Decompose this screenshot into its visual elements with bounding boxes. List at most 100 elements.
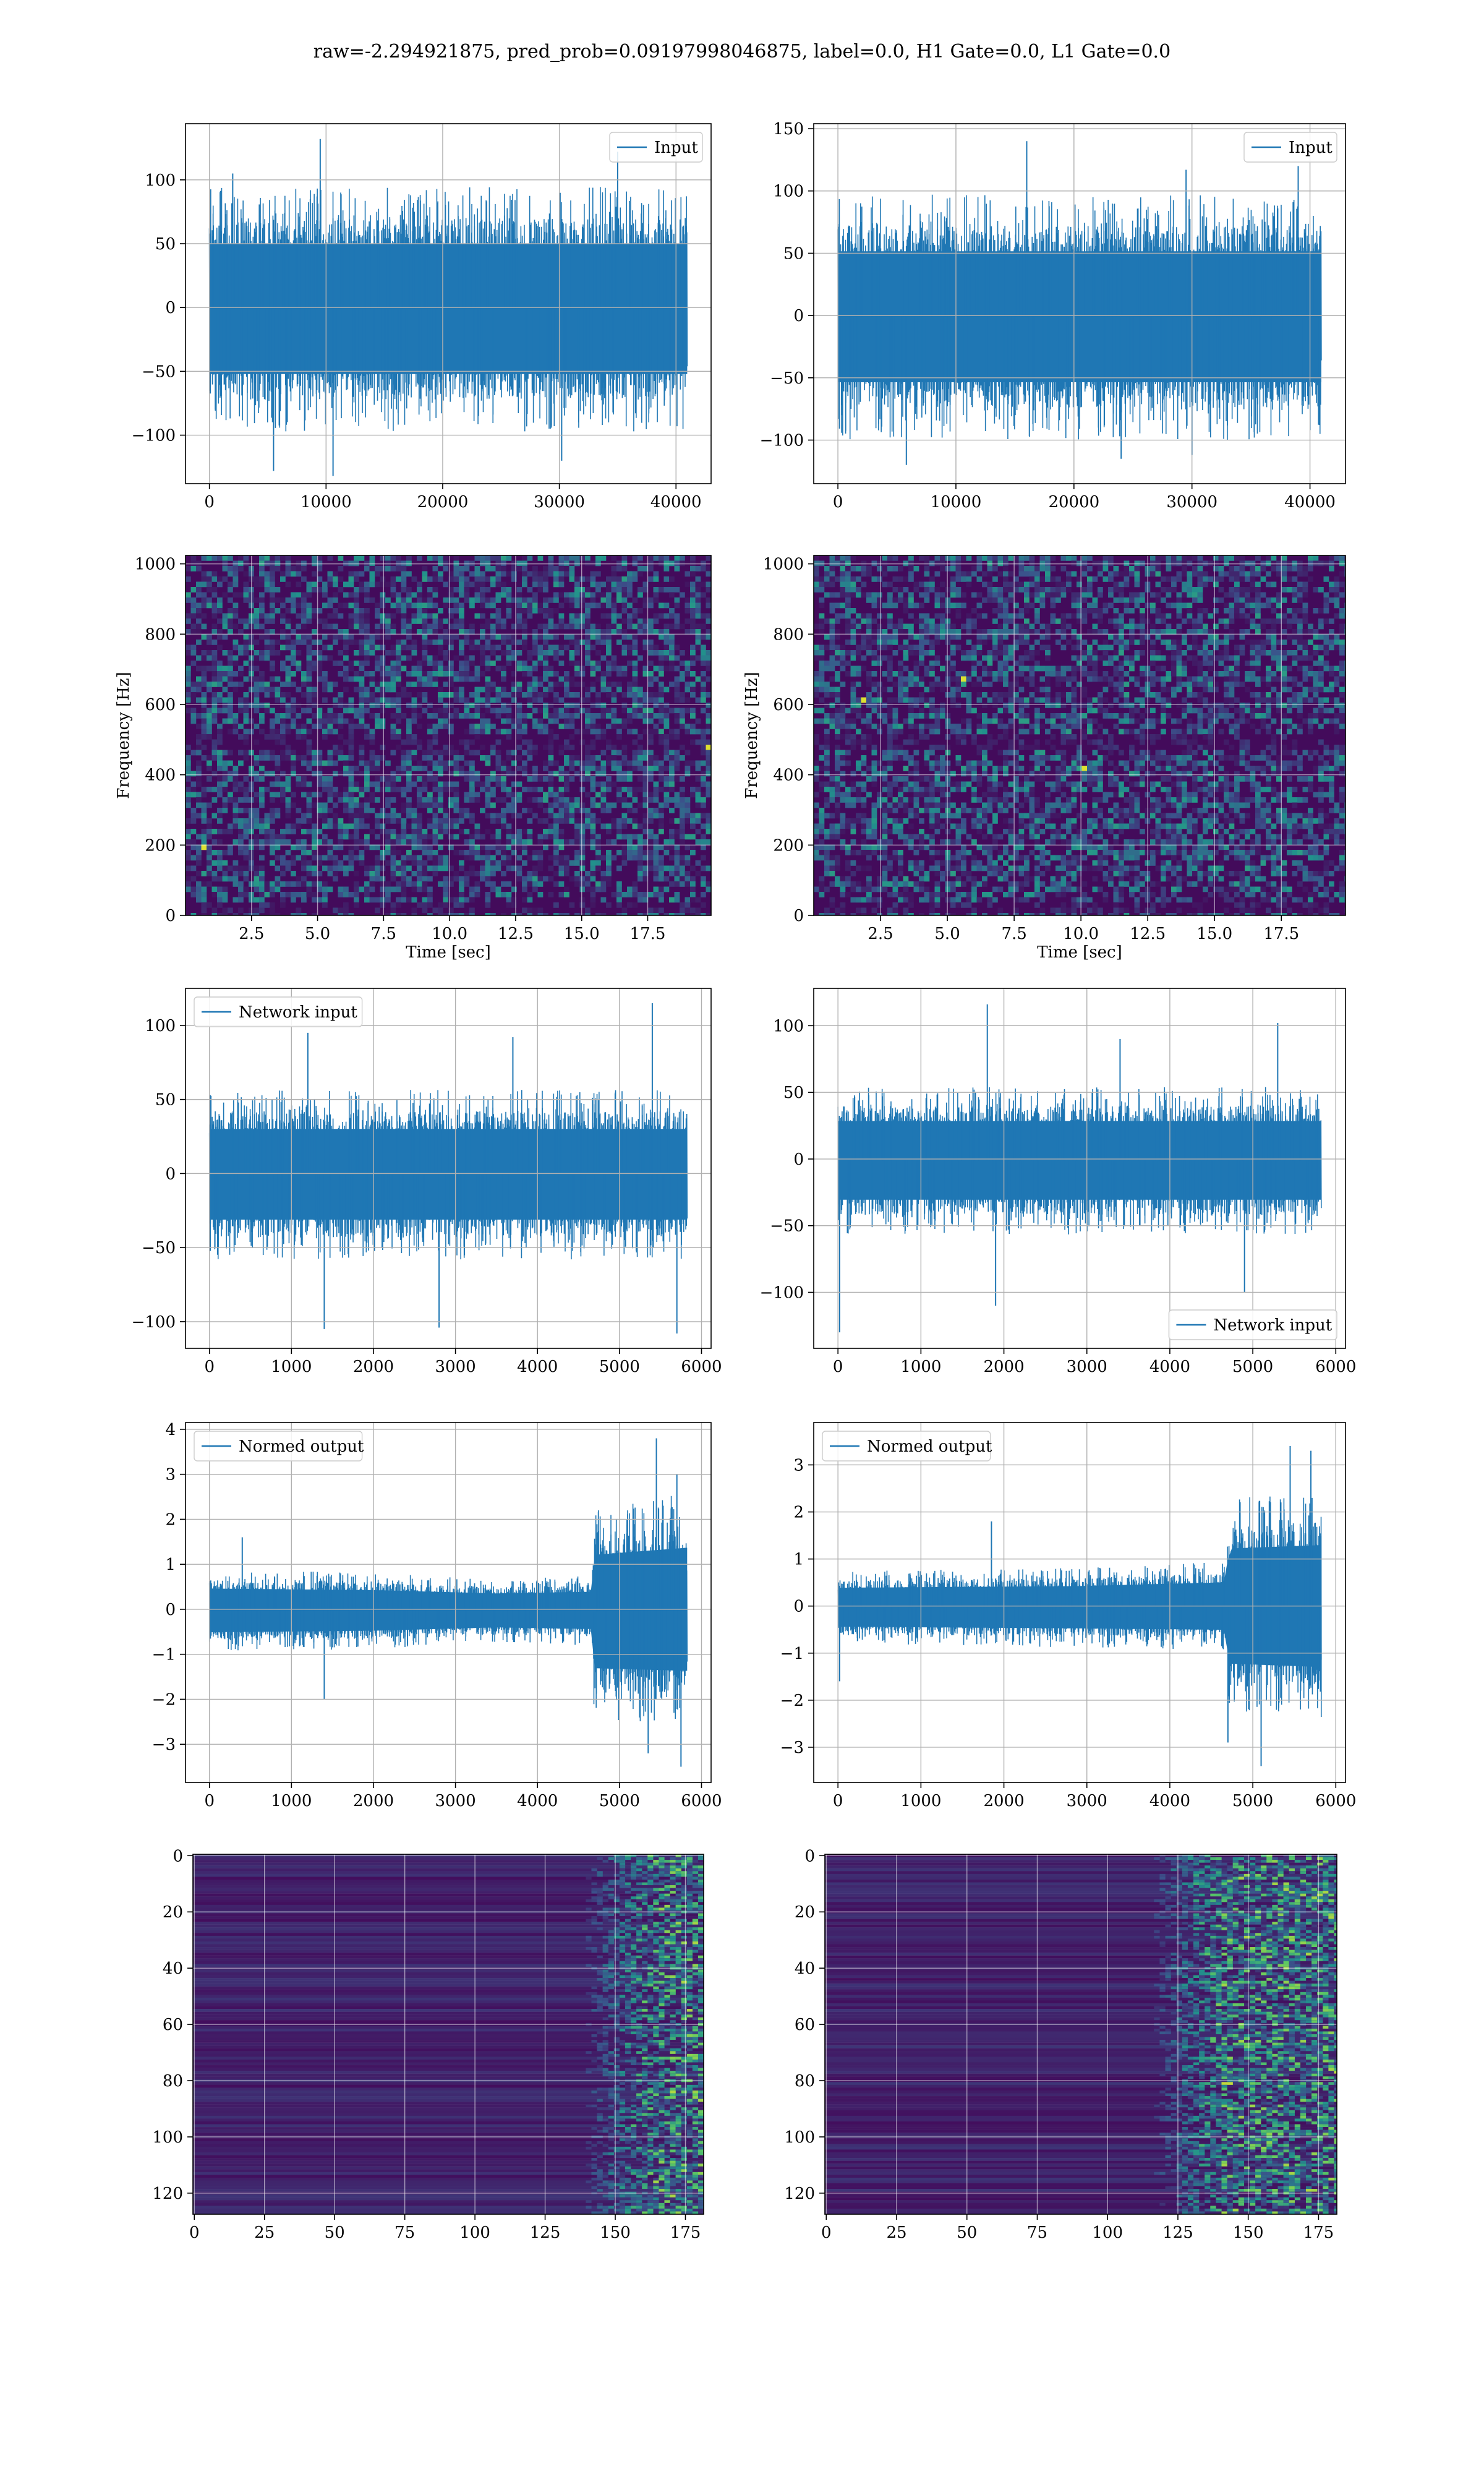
- y-tick-label: 800: [773, 625, 804, 644]
- axes-frame: [813, 123, 1346, 484]
- y-tick-label: 600: [773, 696, 804, 714]
- x-tick-label: 75: [394, 2224, 415, 2242]
- x-tick-label: 25: [886, 2224, 906, 2242]
- axes-frame: [824, 1854, 1337, 2215]
- x-tick-label: 2000: [353, 1358, 394, 1376]
- y-tick-label: −1: [152, 1646, 176, 1664]
- y-tick-label: 1: [793, 1551, 804, 1569]
- x-tick-label: 40000: [1284, 493, 1336, 511]
- legend-box: [1243, 132, 1337, 163]
- x-tick-label: 1000: [271, 1792, 312, 1810]
- y-tick-label: −100: [132, 427, 176, 445]
- x-tick-label: 3000: [1067, 1792, 1107, 1810]
- legend-label: Network input: [239, 1003, 357, 1022]
- y-tick-label: 0: [165, 907, 176, 925]
- x-tick-label: 30000: [1166, 493, 1217, 511]
- x-tick-label: 7.5: [1001, 925, 1026, 943]
- y-tick-label: 80: [795, 2072, 815, 2091]
- x-tick-label: 7.5: [371, 925, 396, 943]
- x-tick-label: 5000: [1232, 1358, 1273, 1376]
- feature-map-image: [193, 1854, 704, 2214]
- x-tick-label: 125: [1162, 2224, 1193, 2242]
- x-tick-label: 2.5: [868, 925, 893, 943]
- x-tick-label: 5000: [1232, 1792, 1273, 1810]
- y-tick-label: −2: [780, 1692, 804, 1710]
- chart-spectrogram-l1: 2.5 5.0 7.5 10.0 12.5 15.0 17.5 0 200 400 600 800 10…: [743, 555, 1346, 962]
- x-tick-label: 10000: [301, 493, 352, 511]
- x-axis-label: Time [sec]: [406, 943, 491, 962]
- axes-frame: [813, 555, 1346, 916]
- chart-feature-map-h1: 0 25 50 75 100 125 150 175 0 20 40 60 80 100 120: [152, 1847, 704, 2242]
- x-tick-label: 17.5: [630, 925, 666, 943]
- x-tick-label: 50: [325, 2224, 345, 2242]
- y-tick-label: 120: [784, 2185, 815, 2203]
- y-tick-label: 0: [165, 299, 176, 317]
- y-tick-label: 1: [165, 1556, 176, 1574]
- legend-label: Input: [1289, 139, 1333, 157]
- axes-frame: [185, 988, 712, 1349]
- y-tick-label: 150: [773, 120, 804, 139]
- y-axis-label: Frequency [Hz]: [114, 672, 133, 799]
- x-tick-label: 10.0: [432, 925, 467, 943]
- x-tick-label: 5.0: [305, 925, 330, 943]
- y-tick-label: 800: [145, 625, 176, 644]
- spectrogram-image: [814, 555, 1345, 915]
- x-tick-label: 0: [833, 1358, 843, 1376]
- y-tick-label: 4: [165, 1421, 176, 1439]
- legend-box: [194, 996, 363, 1027]
- y-tick-label: 0: [804, 1847, 815, 1865]
- x-tick-label: 0: [204, 1792, 215, 1810]
- y-tick-label: −100: [760, 432, 804, 450]
- y-tick-label: 100: [773, 182, 804, 201]
- y-tick-label: 1000: [135, 555, 176, 574]
- y-tick-label: 3: [793, 1456, 804, 1475]
- y-tick-label: −50: [770, 369, 804, 388]
- y-tick-label: 50: [783, 1084, 804, 1102]
- y-tick-label: 600: [145, 696, 176, 714]
- chart-feature-map-l1: 0 25 50 75 100 125 150 175 0 20 40 60 80 100 120: [784, 1847, 1337, 2242]
- y-tick-label: 20: [163, 1903, 183, 1922]
- x-tick-label: 4000: [517, 1792, 558, 1810]
- y-tick-label: 0: [793, 307, 804, 325]
- x-tick-label: 12.5: [1130, 925, 1166, 943]
- x-tick-label: 150: [1233, 2224, 1264, 2242]
- y-tick-label: −50: [770, 1217, 804, 1236]
- y-tick-label: 0: [793, 907, 804, 925]
- y-tick-label: 120: [152, 2185, 183, 2203]
- y-tick-label: 50: [155, 235, 176, 254]
- x-tick-label: 12.5: [498, 925, 534, 943]
- x-tick-label: 175: [1303, 2224, 1334, 2242]
- legend: Network input: [1168, 1309, 1337, 1340]
- y-tick-label: 0: [165, 1601, 176, 1619]
- y-tick-label: 400: [145, 766, 176, 785]
- x-tick-label: 6000: [1315, 1358, 1356, 1376]
- x-tick-label: 100: [459, 2224, 490, 2242]
- x-tick-label: 2.5: [239, 925, 264, 943]
- legend: Normed output: [194, 1431, 364, 1462]
- x-tick-label: 25: [254, 2224, 275, 2242]
- y-axis-label: Frequency [Hz]: [743, 672, 761, 799]
- y-tick-label: 20: [795, 1903, 815, 1922]
- x-tick-label: 4000: [517, 1358, 558, 1376]
- y-tick-label: 100: [773, 1017, 804, 1035]
- y-tick-label: 80: [163, 2072, 183, 2091]
- x-tick-label: 150: [600, 2224, 631, 2242]
- x-tick-label: 20000: [417, 493, 469, 511]
- y-tick-label: −2: [152, 1690, 176, 1709]
- x-tick-label: 50: [957, 2224, 977, 2242]
- legend-label: Normed output: [867, 1437, 992, 1456]
- legend-box: [1168, 1309, 1337, 1340]
- x-tick-label: 17.5: [1263, 925, 1299, 943]
- x-tick-label: 175: [670, 2224, 701, 2242]
- y-tick-label: −3: [152, 1736, 176, 1754]
- x-tick-label: 6000: [681, 1792, 722, 1810]
- axes-frame: [813, 988, 1346, 1349]
- x-tick-label: 6000: [1315, 1792, 1356, 1810]
- feature-map-image: [825, 1854, 1337, 2214]
- legend-box: [194, 1431, 363, 1462]
- y-tick-label: −100: [132, 1313, 176, 1332]
- x-tick-label: 6000: [681, 1358, 722, 1376]
- chart-input-l1: 0 10000 20000 30000 40000 −100 −50 0 50 100 150 Inp…: [760, 120, 1346, 511]
- chart-network-input-l1: 0 1000 2000 3000 4000 5000 6000 −100 −50 0 50 100 Ne…: [760, 988, 1356, 1376]
- x-tick-label: 0: [204, 493, 215, 511]
